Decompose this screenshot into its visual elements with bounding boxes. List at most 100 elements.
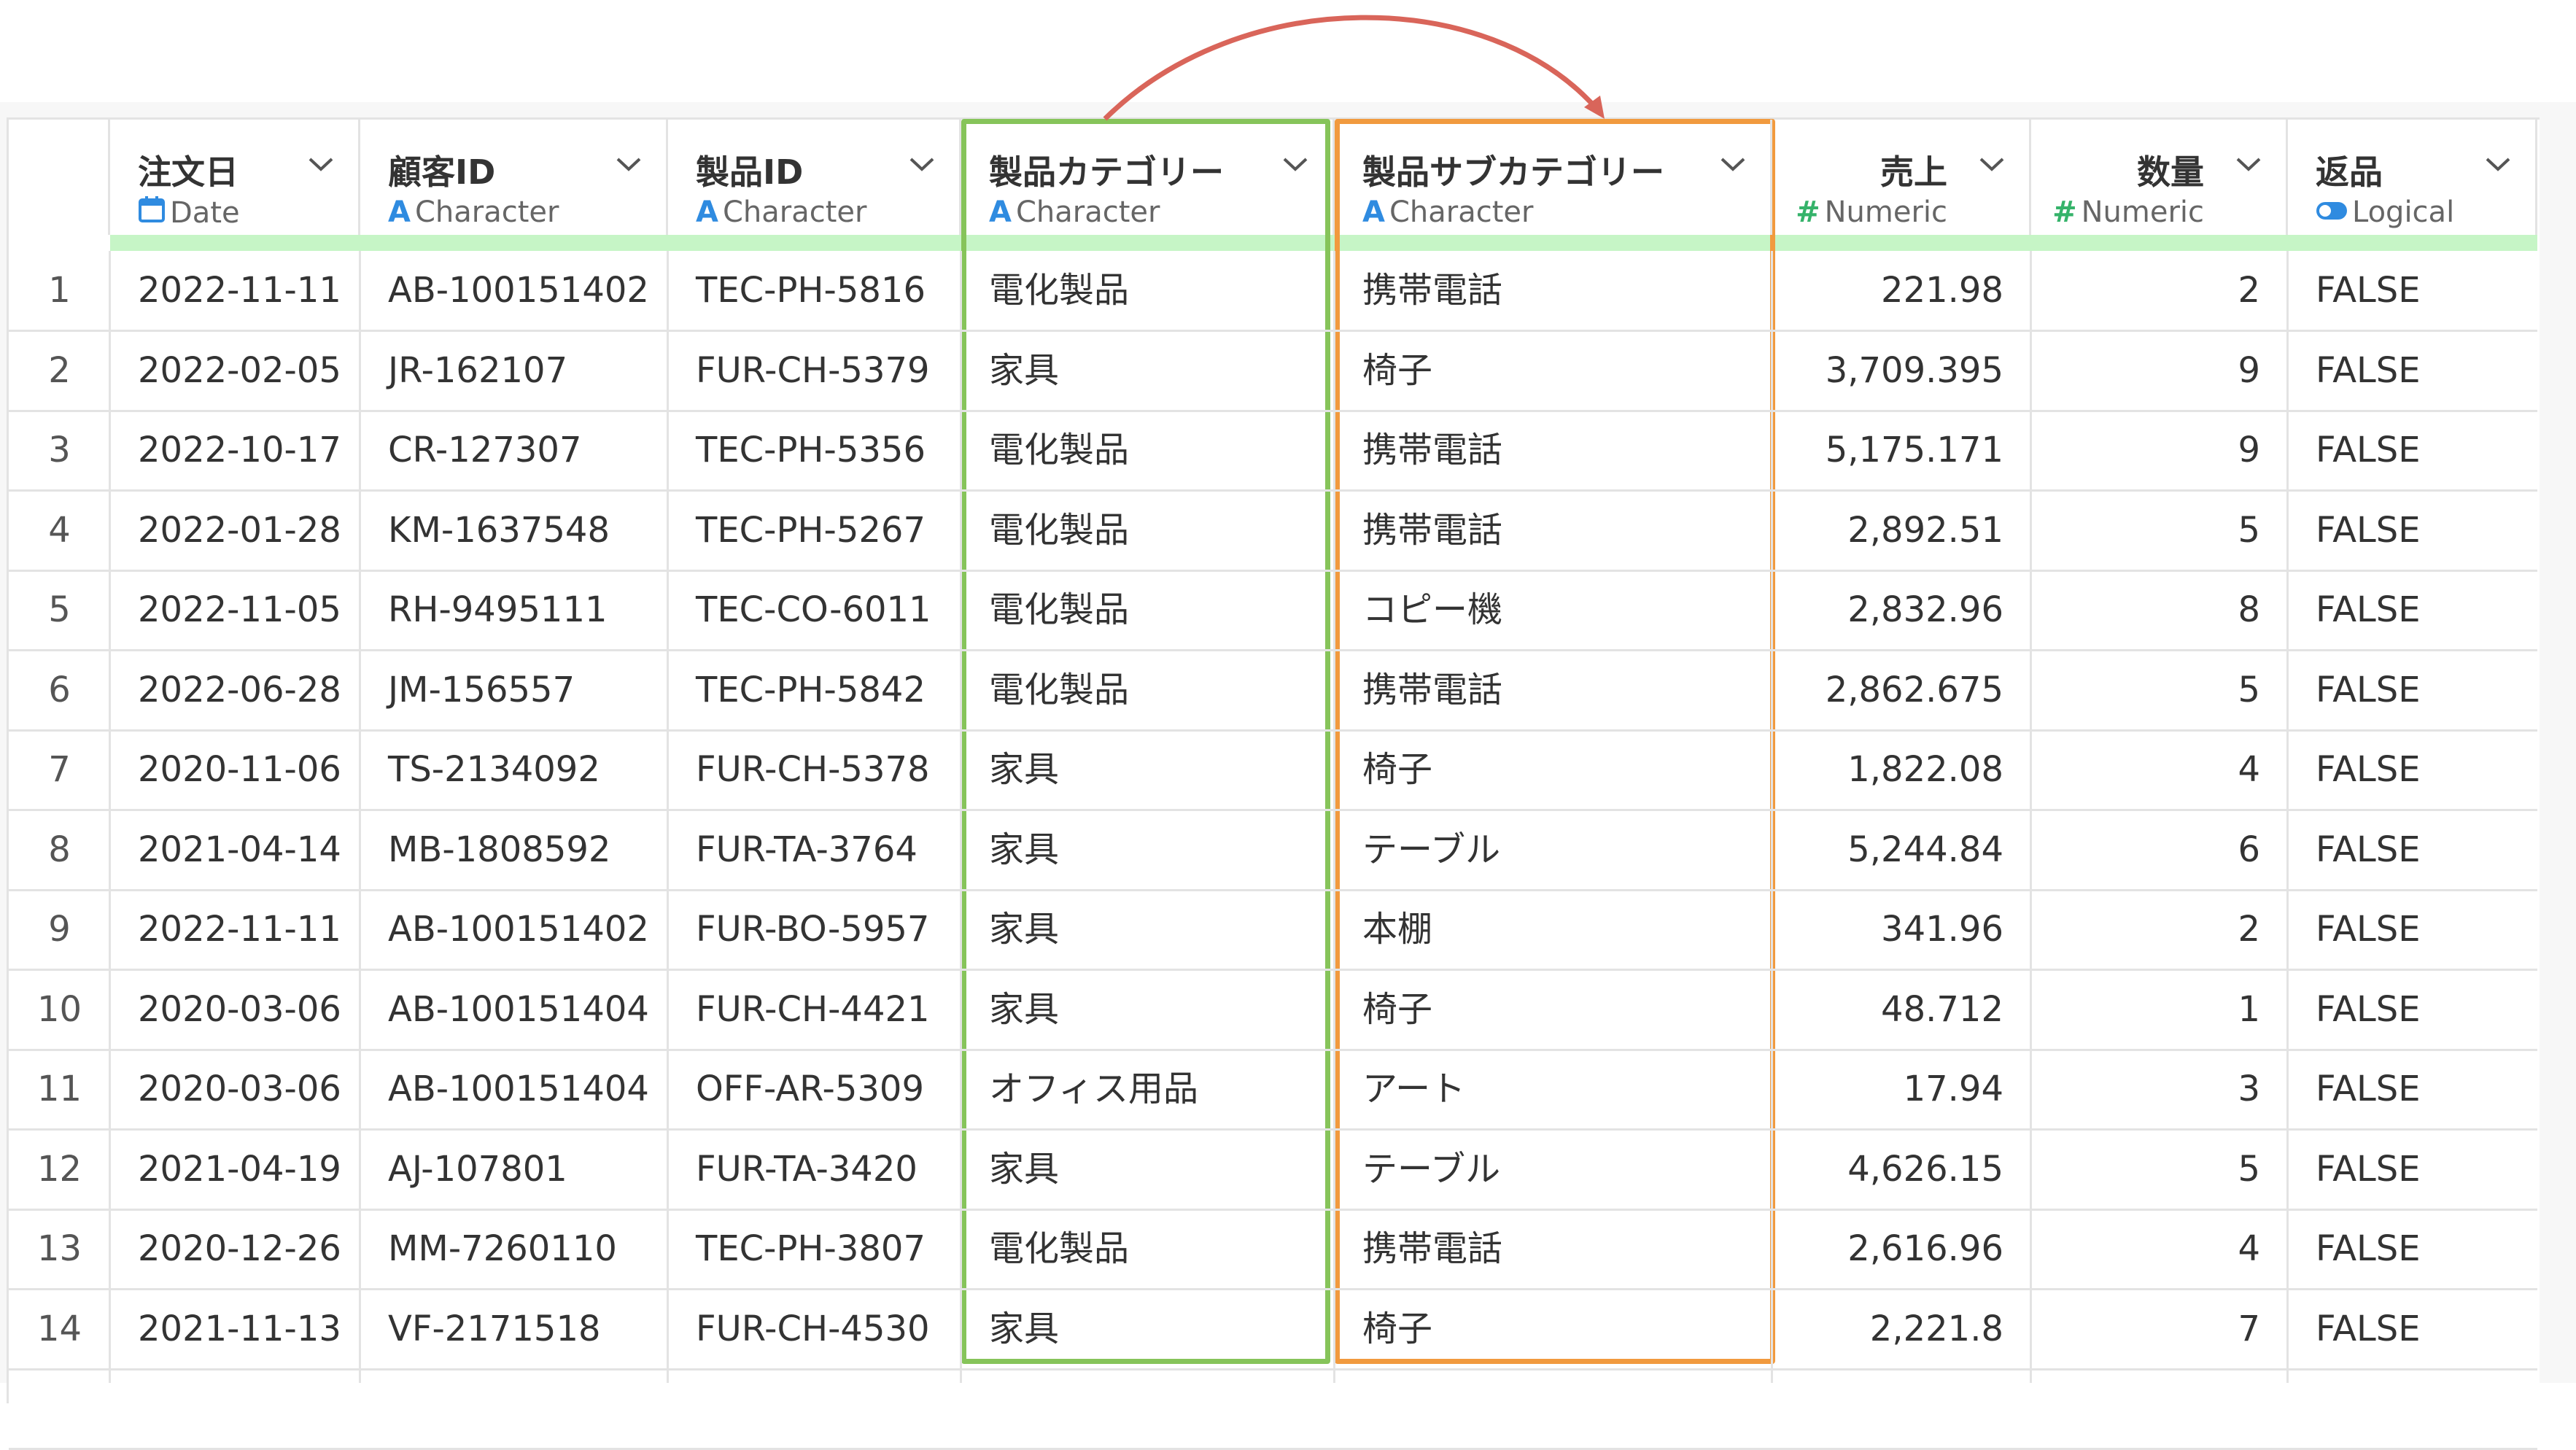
table-cell[interactable]: 携帯電話 — [1362, 270, 1503, 311]
column-header[interactable]: 注文日 Date — [110, 120, 360, 235]
table-cell[interactable]: 4 — [2238, 749, 2260, 790]
table-cell[interactable]: 6 — [2238, 829, 2260, 870]
table-cell[interactable]: 4,626.15 — [1847, 1148, 2003, 1190]
table-cell[interactable]: FALSE — [2316, 349, 2421, 391]
table-cell[interactable]: 2021-04-19 — [138, 1148, 341, 1190]
table-cell[interactable]: 5 — [2238, 1148, 2260, 1190]
table-cell[interactable]: AB-100151402 — [388, 270, 649, 311]
column-header[interactable]: 顧客ID A Character — [360, 120, 668, 235]
table-cell[interactable]: 椅子 — [1362, 1308, 1433, 1349]
table-cell[interactable]: 2022-02-05 — [138, 349, 341, 391]
table-cell[interactable]: TEC-CO-6011 — [696, 589, 931, 630]
table-cell[interactable]: FALSE — [2316, 988, 2421, 1030]
table-cell[interactable]: 2021-11-13 — [138, 1308, 341, 1349]
table-cell[interactable]: 2 — [2238, 909, 2260, 950]
chevron-down-icon[interactable] — [909, 155, 934, 174]
table-cell[interactable]: 2022-06-28 — [138, 669, 341, 710]
table-cell[interactable]: 341.96 — [1881, 909, 2003, 950]
table-cell[interactable]: 2022-11-11 — [138, 270, 341, 311]
table-cell[interactable]: 3,709.395 — [1825, 349, 2003, 391]
table-cell[interactable]: AJ-107801 — [388, 1148, 567, 1190]
table-cell[interactable]: MM-7260110 — [388, 1228, 617, 1269]
table-cell[interactable]: 2022-11-11 — [138, 909, 341, 950]
table-cell[interactable]: FALSE — [2316, 829, 2421, 870]
table-cell[interactable]: 2,892.51 — [1847, 509, 2003, 551]
table-cell[interactable]: 48.712 — [1881, 988, 2003, 1030]
table-cell[interactable]: 2020-11-06 — [138, 749, 341, 790]
table-cell[interactable]: 2022-11-05 — [138, 589, 341, 630]
table-cell[interactable]: TEC-PH-5816 — [696, 270, 926, 311]
chevron-down-icon[interactable] — [2485, 155, 2510, 174]
table-cell[interactable]: FALSE — [2316, 1069, 2421, 1109]
table-cell[interactable]: 1 — [2238, 988, 2260, 1030]
chevron-down-icon[interactable] — [1979, 155, 2004, 174]
table-cell[interactable]: 221.98 — [1881, 270, 2003, 311]
table-cell[interactable]: 2 — [2238, 270, 2260, 311]
table-cell[interactable]: TEC-PH-3807 — [696, 1228, 926, 1269]
table-cell[interactable]: TEC-PH-5267 — [696, 509, 926, 551]
table-cell[interactable]: FALSE — [2316, 749, 2421, 790]
table-cell[interactable]: FALSE — [2316, 909, 2421, 950]
table-cell[interactable]: 5 — [2238, 669, 2260, 710]
table-cell[interactable]: FUR-CH-4421 — [696, 988, 930, 1030]
table-cell[interactable]: JR-162107 — [388, 349, 568, 391]
table-cell[interactable]: 2022-01-28 — [138, 509, 341, 551]
table-cell[interactable]: FUR-CH-5379 — [696, 349, 930, 391]
table-cell[interactable]: 8 — [2238, 589, 2260, 630]
table-cell[interactable]: 家具 — [989, 749, 1060, 790]
table-cell[interactable]: 2022-10-17 — [138, 430, 341, 470]
table-cell[interactable]: 椅子 — [1362, 749, 1433, 790]
table-cell[interactable]: 家具 — [989, 909, 1060, 950]
chevron-down-icon[interactable] — [1720, 155, 1745, 174]
table-cell[interactable]: CR-127307 — [388, 430, 582, 470]
table-cell[interactable]: 携帯電話 — [1362, 669, 1503, 710]
table-cell[interactable]: 2020-12-26 — [138, 1228, 341, 1269]
table-cell[interactable]: 2,832.96 — [1847, 589, 2003, 630]
table-cell[interactable]: 2,862.675 — [1825, 669, 2003, 710]
table-cell[interactable]: FALSE — [2316, 430, 2421, 470]
table-cell[interactable]: 3 — [2238, 1069, 2260, 1109]
table-cell[interactable]: 家具 — [989, 349, 1060, 391]
chevron-down-icon[interactable] — [1282, 155, 1308, 174]
table-cell[interactable]: 携帯電話 — [1362, 509, 1503, 551]
table-cell[interactable]: 5,244.84 — [1847, 829, 2003, 870]
table-cell[interactable]: 椅子 — [1362, 349, 1433, 391]
table-cell[interactable]: 7 — [2238, 1308, 2260, 1349]
table-cell[interactable]: 電化製品 — [989, 669, 1130, 710]
table-cell[interactable]: 9 — [2238, 430, 2260, 470]
table-cell[interactable]: テーブル — [1362, 1148, 1501, 1190]
column-header[interactable]: 製品サブカテゴリー A Character — [1335, 120, 1772, 235]
table-cell[interactable]: TEC-PH-5842 — [696, 669, 926, 710]
table-cell[interactable]: 本棚 — [1362, 909, 1433, 950]
table-cell[interactable]: 電化製品 — [989, 589, 1130, 630]
table-cell[interactable]: 17.94 — [1903, 1069, 2003, 1109]
table-cell[interactable]: FUR-BO-5957 — [696, 909, 930, 950]
table-cell[interactable]: 5 — [2238, 509, 2260, 551]
column-header[interactable]: 返品 Logical — [2288, 120, 2537, 235]
table-cell[interactable]: AB-100151404 — [388, 1069, 649, 1109]
table-cell[interactable]: FALSE — [2316, 509, 2421, 551]
table-cell[interactable]: オフィス用品 — [989, 1069, 1199, 1109]
table-cell[interactable]: AB-100151402 — [388, 909, 649, 950]
table-cell[interactable]: FUR-CH-4530 — [696, 1308, 930, 1349]
table-cell[interactable]: FALSE — [2316, 1228, 2421, 1269]
table-cell[interactable]: OFF-AR-5309 — [696, 1069, 924, 1109]
table-cell[interactable]: 2,221.8 — [1869, 1308, 2003, 1349]
table-cell[interactable]: 2021-04-14 — [138, 829, 341, 870]
table-cell[interactable]: MB-1808592 — [388, 829, 611, 870]
table-cell[interactable]: 家具 — [989, 829, 1060, 870]
table-cell[interactable]: 携帯電話 — [1362, 430, 1503, 470]
column-header[interactable]: 製品カテゴリー A Character — [961, 120, 1335, 235]
chevron-down-icon[interactable] — [308, 155, 333, 174]
table-cell[interactable]: FUR-CH-5378 — [696, 749, 930, 790]
table-cell[interactable]: FUR-TA-3764 — [696, 829, 917, 870]
table-cell[interactable]: 家具 — [989, 1148, 1060, 1190]
column-header[interactable]: 製品ID A Character — [668, 120, 961, 235]
table-cell[interactable]: TS-2134092 — [388, 749, 600, 790]
table-cell[interactable]: コピー機 — [1362, 589, 1503, 630]
table-cell[interactable]: 5,175.171 — [1825, 430, 2003, 470]
table-cell[interactable]: AB-100151404 — [388, 988, 649, 1030]
table-cell[interactable]: 2020-03-06 — [138, 988, 341, 1030]
table-cell[interactable]: 電化製品 — [989, 270, 1130, 311]
table-cell[interactable]: 家具 — [989, 1308, 1060, 1349]
